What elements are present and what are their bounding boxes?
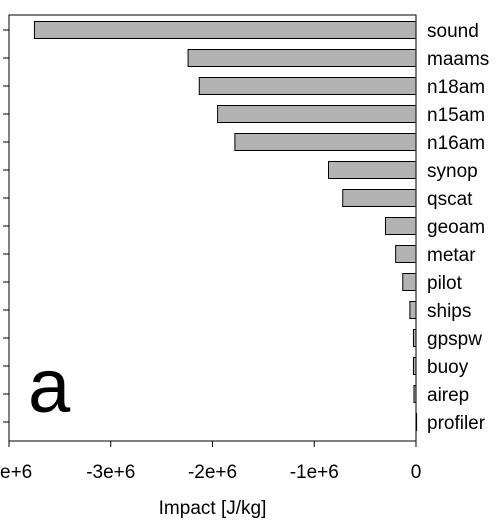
category-label-synop: synop	[427, 161, 478, 182]
x-tick-label: e+6	[0, 462, 32, 483]
category-label-profiler: profiler	[427, 413, 486, 434]
category-label-pilot: pilot	[427, 273, 463, 294]
bar-qscat	[342, 189, 417, 207]
x-ticks	[8, 441, 417, 447]
category-label-maams: maams	[427, 49, 489, 70]
bar-synop	[327, 161, 417, 179]
bar-n16am	[234, 133, 417, 151]
category-label-qscat: qscat	[427, 189, 473, 210]
category-label-airep: airep	[427, 385, 469, 406]
category-label-metar: metar	[427, 245, 476, 266]
category-labels: sound maams n18am n15am n16am synop qscat geoam…	[427, 21, 489, 434]
bar-n15am	[217, 105, 417, 123]
category-label-n18am: n18am	[427, 77, 485, 98]
category-label-n15am: n15am	[427, 105, 485, 126]
bars-layer	[33, 21, 418, 431]
x-tick-label: 0	[411, 462, 422, 483]
category-label-buoy: buoy	[427, 357, 469, 378]
bar-n18am	[198, 77, 417, 95]
bar-sound	[33, 21, 417, 39]
panel-label: a	[28, 344, 71, 429]
y-ticks	[3, 29, 9, 423]
bar-ships	[409, 301, 417, 319]
category-label-gpspw: gpspw	[427, 329, 482, 350]
x-tick-label: -2e+6	[188, 462, 237, 483]
x-tick-label: -3e+6	[86, 462, 135, 483]
category-label-geoam: geoam	[427, 217, 485, 238]
category-label-ships: ships	[427, 301, 471, 322]
category-label-sound: sound	[427, 21, 479, 42]
category-label-n16am: n16am	[427, 133, 485, 154]
bar-metar	[395, 245, 417, 263]
bar-geoam	[384, 217, 417, 235]
bar-pilot	[402, 273, 417, 291]
bar-maams	[187, 49, 417, 67]
x-axis-title: Impact [J/kg]	[159, 498, 267, 519]
x-tick-labels: e+6 -3e+6 -2e+6 -1e+6 0	[0, 462, 421, 483]
x-tick-label: -1e+6	[290, 462, 339, 483]
